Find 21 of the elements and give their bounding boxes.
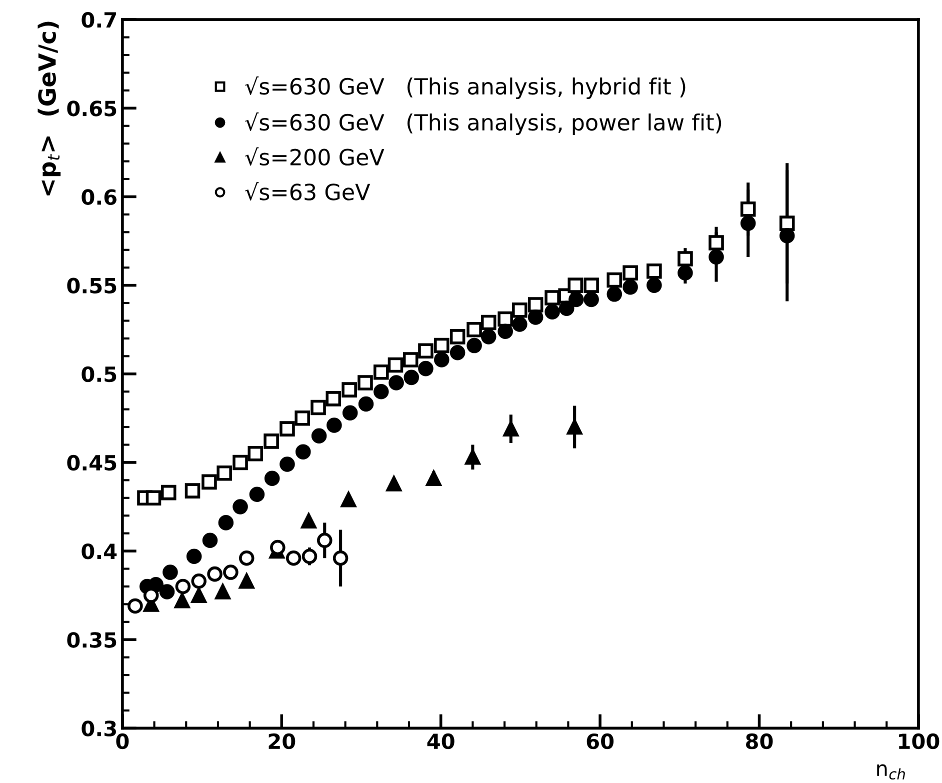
y-tick-label: 0.7 <box>82 12 116 28</box>
x-axis-title: n$_{ch}$ <box>877 764 905 780</box>
y-tick-label: 0.4 <box>82 543 117 560</box>
legend-label: √s=63 GeV <box>245 182 370 201</box>
y-tick-label: 0.65 <box>67 100 116 116</box>
y-tick-label: 0.6 <box>82 189 116 205</box>
y-tick-label: 0.45 <box>67 454 116 471</box>
x-tick-label: 60 <box>586 733 614 750</box>
x-tick-label: 100 <box>899 733 940 750</box>
x-tick-label: 40 <box>427 733 454 750</box>
legend-label: √s=630 GeV (This analysis, hybrid fit ) <box>245 76 686 100</box>
y-tick-label: 0.35 <box>67 632 116 648</box>
y-tick-label: 0.5 <box>82 366 116 382</box>
x-tick-label: 80 <box>746 733 773 750</box>
y-tick-label: 0.3 <box>82 720 116 736</box>
y-axis-title: <p$_{t}$> (GeV/c) <box>38 22 61 196</box>
y-tick-label: 0.55 <box>67 278 116 294</box>
x-tick-label: 20 <box>268 733 296 750</box>
legend-label: √s=200 GeV <box>245 147 384 166</box>
legend-label: √s=630 GeV (This analysis, power law fit) <box>245 112 722 136</box>
x-tick-label: 0 <box>116 733 129 750</box>
